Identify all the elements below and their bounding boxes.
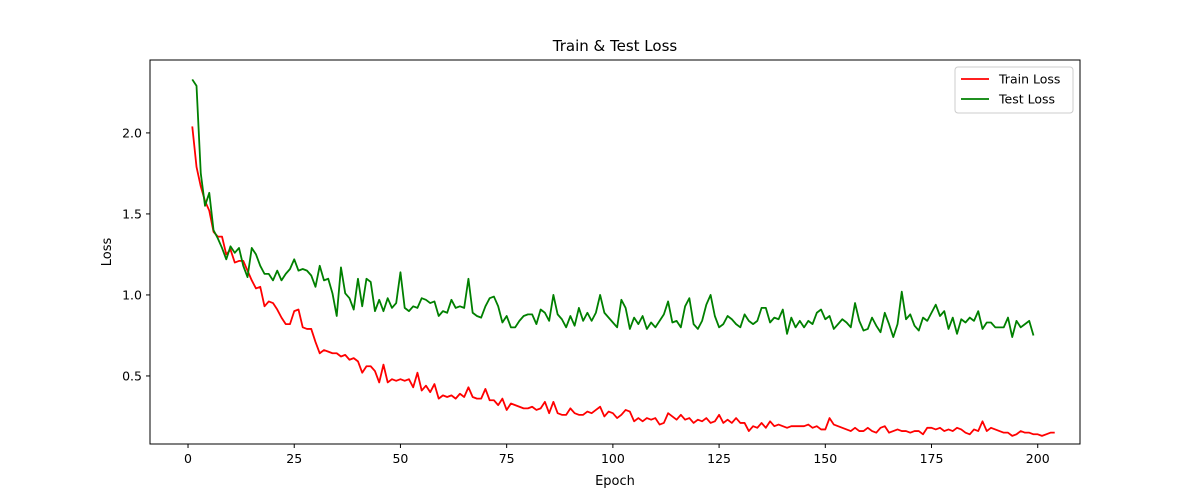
plot-frame <box>149 59 1081 445</box>
x-axis-label: Epoch <box>595 474 635 489</box>
series-line-train-loss <box>191 126 1055 437</box>
x-tick-label: 200 <box>1026 451 1050 466</box>
legend-test-loss-label: Test Loss <box>998 92 1055 107</box>
legend: Train Loss Test Loss <box>954 66 1074 114</box>
y-tick-label: 0.5 <box>122 368 142 383</box>
y-tick-label: 1.0 <box>122 287 142 302</box>
y-tick-label: 1.5 <box>122 206 142 221</box>
y-axis: 0.5 1.0 1.5 2.0 <box>122 125 150 383</box>
x-tick-label: 0 <box>184 451 192 466</box>
chart-title: Train & Test Loss <box>552 37 678 55</box>
x-tick-label: 125 <box>707 451 731 466</box>
x-tick-label: 75 <box>499 451 515 466</box>
x-tick-label: 100 <box>601 451 625 466</box>
legend-train-loss-label: Train Loss <box>998 72 1060 87</box>
x-tick-label: 50 <box>392 451 408 466</box>
y-axis-label: Loss <box>100 238 115 267</box>
x-tick-label: 150 <box>813 451 837 466</box>
y-tick-label: 2.0 <box>122 125 142 140</box>
series-line-test-loss <box>191 78 1035 338</box>
x-tick-label: 175 <box>920 451 944 466</box>
x-axis: 0 25 50 75 100 125 150 175 200 <box>184 444 1050 466</box>
series-layer <box>191 78 1055 437</box>
x-tick-label: 25 <box>286 451 302 466</box>
